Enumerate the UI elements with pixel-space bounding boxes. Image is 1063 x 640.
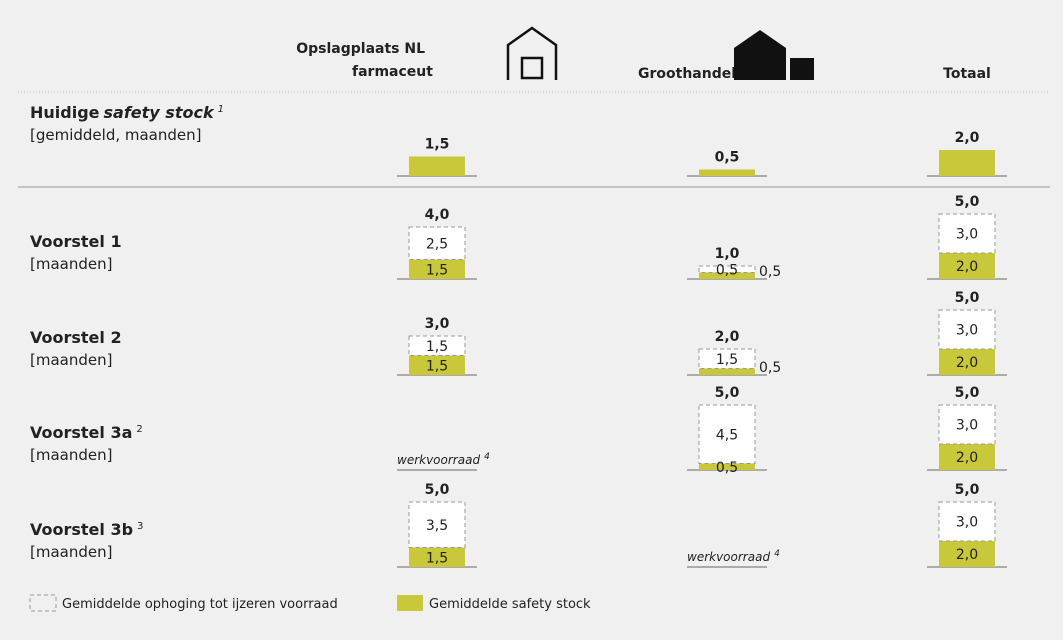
safety-bar <box>939 150 995 176</box>
legend-swatch <box>397 595 423 611</box>
row-subtitle: [maanden] <box>30 351 112 369</box>
row-title: Voorstel 1 <box>30 232 122 251</box>
legend-swatch <box>29 594 57 612</box>
total-label: 5,0 <box>955 194 980 210</box>
note: werkvoorraad 4 <box>397 452 490 467</box>
legend-label: Gemiddelde safety stock <box>429 597 591 612</box>
safety-label: 0,5 <box>759 264 781 280</box>
increase-label: 3,5 <box>426 518 448 534</box>
row-title: Voorstel 2 <box>30 328 122 347</box>
safety-label: 1,5 <box>426 550 448 566</box>
total-label: 2,0 <box>715 329 740 345</box>
safety-bar <box>699 272 755 279</box>
row-title-text: Voorstel 3a <box>30 423 132 442</box>
total-label: 1,0 <box>715 246 740 262</box>
row-subtitle: [maanden] <box>30 446 112 464</box>
increase-bar <box>698 348 756 369</box>
safety-bar <box>939 253 995 279</box>
safety-label: 1,5 <box>426 262 448 278</box>
row-title-text: Voorstel 3b <box>30 520 133 539</box>
safety-bar <box>409 259 465 279</box>
total-label: 5,0 <box>955 482 980 498</box>
safety-bar <box>409 355 465 375</box>
row-subtitle: [maanden] <box>30 543 112 561</box>
safety-label: 0,5 <box>759 360 781 376</box>
truck-icon <box>790 58 814 80</box>
increase-bar <box>408 335 466 356</box>
increase-label: 2,5 <box>426 236 448 252</box>
footnote: 1 <box>218 104 224 115</box>
increase-label: 3,0 <box>956 323 978 339</box>
total-label: 4,0 <box>425 207 450 223</box>
box-icon <box>520 56 544 80</box>
increase-label: 3,0 <box>956 227 978 243</box>
increase-bar <box>938 309 996 350</box>
column-header: Opslagplaats NL <box>296 41 425 57</box>
safety-bar <box>939 349 995 375</box>
increase-bar <box>938 213 996 254</box>
increase-label: 1,5 <box>426 339 448 355</box>
footnote: 2 <box>136 424 142 435</box>
safety-label: 2,0 <box>956 450 978 466</box>
increase-bar <box>698 404 756 464</box>
safety-label: 2,0 <box>956 355 978 371</box>
total-label: 5,0 <box>955 290 980 306</box>
total-label: 5,0 <box>955 385 980 401</box>
safety-total-label: 1,5 <box>425 137 450 153</box>
safety-bar <box>939 444 995 470</box>
column-header: Totaal <box>943 66 991 82</box>
note: werkvoorraad 4 <box>687 549 780 564</box>
safety-label: 2,0 <box>956 547 978 563</box>
wholesale-icon <box>734 30 786 80</box>
row-title: Voorstel 3b 3 <box>30 520 143 539</box>
column-header: farmaceut <box>352 64 433 80</box>
safety-total-label: 2,0 <box>955 130 980 146</box>
safety-bar <box>699 368 755 375</box>
footnote: 4 <box>484 452 490 462</box>
row-title-italic: safety stock <box>104 103 215 122</box>
legend-label: Gemiddelde ophoging tot ijzeren voorraad <box>62 597 338 612</box>
total-label: 5,0 <box>715 385 740 401</box>
row-subtitle: [maanden] <box>30 255 112 273</box>
row-title: Huidige safety stock 1 <box>30 103 224 122</box>
increase-bar <box>408 501 466 548</box>
safety-label: 0,5 <box>716 460 738 476</box>
increase-label: 1,5 <box>716 352 738 368</box>
safety-bar <box>699 169 755 176</box>
safety-bar <box>699 463 755 470</box>
total-label: 3,0 <box>425 316 450 332</box>
safety-bar <box>409 547 465 567</box>
footnote: 3 <box>137 521 143 532</box>
note-text: werkvoorraad <box>687 550 770 564</box>
safety-label: 2,0 <box>956 259 978 275</box>
safety-label: 1,5 <box>426 358 448 374</box>
column-header: Groothandel <box>638 66 736 82</box>
row-title-text: Huidige <box>30 103 100 122</box>
row-title-text: Voorstel 1 <box>30 232 122 251</box>
total-label: 5,0 <box>425 482 450 498</box>
row-subtitle: [gemiddeld, maanden] <box>30 126 202 144</box>
safety-bar <box>939 541 995 567</box>
safety-bar <box>409 156 465 176</box>
increase-bar <box>698 265 756 273</box>
increase-label: 4,5 <box>716 427 738 443</box>
increase-label: 3,0 <box>956 515 978 531</box>
increase-label: 3,0 <box>956 418 978 434</box>
row-title-text: Voorstel 2 <box>30 328 122 347</box>
increase-bar <box>408 226 466 260</box>
increase-bar <box>938 501 996 542</box>
row-title: Voorstel 3a 2 <box>30 423 143 442</box>
increase-bar <box>938 404 996 445</box>
increase-label: 0,5 <box>716 262 738 278</box>
safety-total-label: 0,5 <box>715 150 740 166</box>
warehouse-icon <box>506 26 558 80</box>
note-text: werkvoorraad <box>397 453 480 467</box>
footnote: 4 <box>774 549 780 559</box>
